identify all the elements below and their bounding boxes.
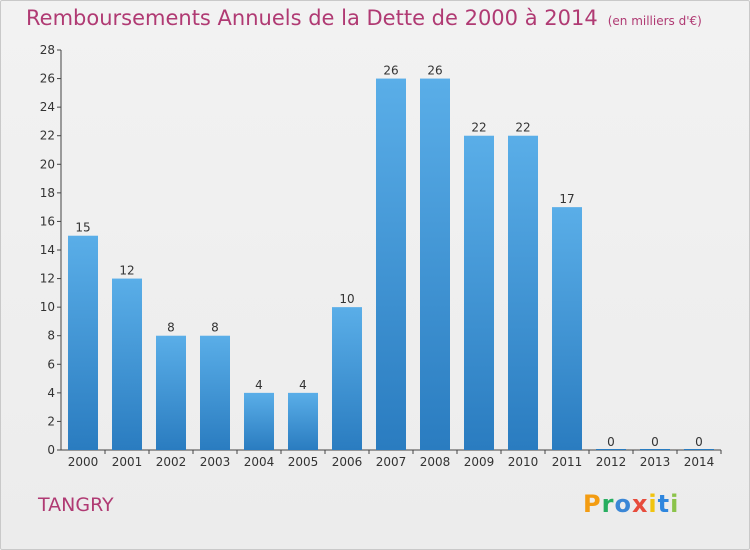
x-tick-label: 2012 [596, 455, 627, 469]
x-tick-label: 2008 [420, 455, 451, 469]
x-tick-label: 2005 [288, 455, 319, 469]
value-label-2006: 10 [339, 292, 354, 306]
value-label-2008: 26 [427, 64, 442, 78]
x-tick-label: 2006 [332, 455, 363, 469]
bar-2001 [112, 278, 142, 450]
x-tick-label: 2000 [68, 455, 99, 469]
chart-bars [68, 78, 714, 451]
value-label-2000: 15 [75, 221, 90, 235]
value-label-2003: 8 [211, 321, 219, 335]
x-tick-label: 2014 [684, 455, 715, 469]
y-tick-label: 14 [40, 243, 55, 257]
bar-2004 [244, 392, 274, 450]
y-tick-label: 20 [40, 157, 55, 171]
x-tick-label: 2009 [464, 455, 495, 469]
value-label-2007: 26 [383, 64, 398, 78]
chart-unit: (en milliers d'€) [607, 14, 702, 28]
commune-name: TANGRY [38, 494, 114, 516]
x-tick-label: 2001 [112, 455, 143, 469]
bar-2008 [420, 78, 450, 451]
x-tick-label: 2004 [244, 455, 275, 469]
bar-2010 [508, 135, 538, 450]
chart-title-text: Remboursements Annuels de la Dette de 20… [26, 6, 598, 30]
y-tick-label: 28 [40, 43, 55, 57]
y-tick-label: 18 [40, 186, 55, 200]
value-label-2004: 4 [255, 378, 263, 392]
y-tick-label: 6 [47, 357, 55, 371]
bar-2007 [376, 78, 406, 451]
y-tick-label: 16 [40, 214, 55, 228]
bar-2011 [552, 207, 582, 450]
x-tick-label: 2011 [552, 455, 583, 469]
value-label-2010: 22 [515, 121, 530, 135]
y-tick-label: 0 [47, 443, 55, 457]
value-label-2012: 0 [607, 435, 615, 449]
proxiti-logo: Proxiti [583, 490, 680, 518]
x-tick-label: 2007 [376, 455, 407, 469]
y-tick-label: 4 [47, 386, 55, 400]
y-tick-label: 22 [40, 129, 55, 143]
value-label-2005: 4 [299, 378, 307, 392]
y-tick-label: 10 [40, 300, 55, 314]
x-tick-label: 2003 [200, 455, 231, 469]
y-tick-label: 2 [47, 414, 55, 428]
chart-title: Remboursements Annuels de la Dette de 20… [26, 6, 702, 30]
value-label-2011: 17 [559, 192, 574, 206]
value-label-2002: 8 [167, 321, 175, 335]
value-label-2001: 12 [119, 264, 134, 278]
value-label-2009: 22 [471, 121, 486, 135]
chart-labels: 2000 15 2001 12 2002 8 2003 8 2004 4 2005 4 2006 10 20… [68, 64, 715, 469]
x-tick-label: 2002 [156, 455, 187, 469]
value-label-2013: 0 [651, 435, 659, 449]
bar-2005 [288, 392, 318, 450]
y-tick-label: 8 [47, 329, 55, 343]
x-tick-label: 2010 [508, 455, 539, 469]
y-tick-label: 12 [40, 272, 55, 286]
bar-2006 [332, 307, 362, 450]
bar-2002 [156, 335, 186, 450]
value-label-2014: 0 [695, 435, 703, 449]
y-tick-label: 24 [40, 100, 55, 114]
y-tick-label: 26 [40, 72, 55, 86]
bar-2000 [68, 235, 98, 450]
bar-2009 [464, 135, 494, 450]
x-tick-label: 2013 [640, 455, 671, 469]
bar-2003 [200, 335, 230, 450]
